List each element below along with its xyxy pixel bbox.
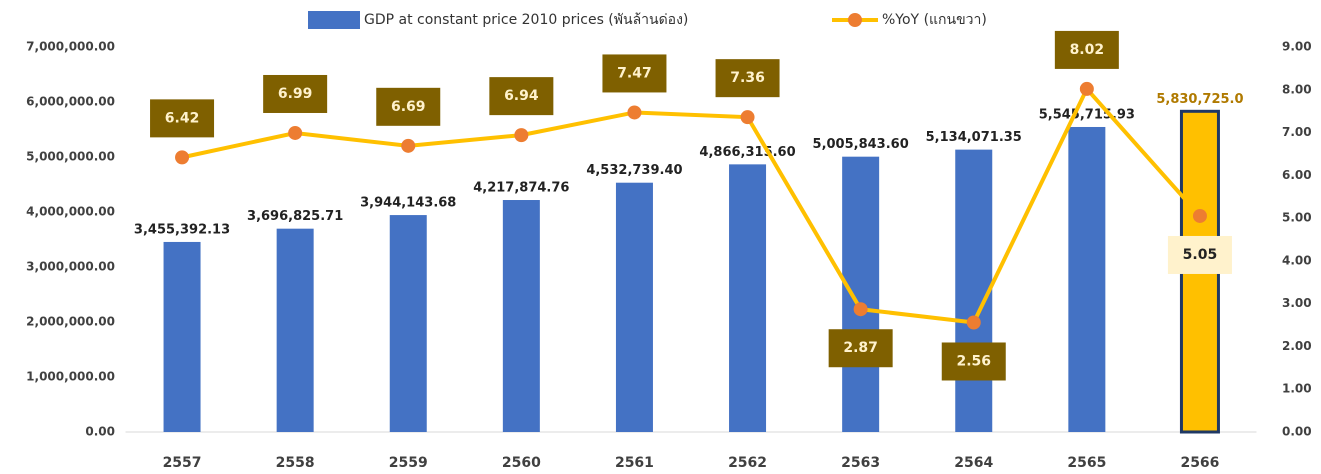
line-value-label: 5.05: [1183, 247, 1218, 263]
x-tick-label: 2563: [841, 455, 880, 471]
line-value-label: 2.87: [843, 340, 878, 356]
y-tick-label: 2,000,000.00: [26, 315, 115, 329]
bar: [616, 183, 653, 432]
x-tick-label: 2558: [276, 455, 315, 471]
bar: [164, 242, 201, 432]
bar-value-label: 5,545,715.93: [1039, 107, 1135, 122]
y-tick-label: 6,000,000.00: [26, 95, 115, 109]
y2-tick-label: 9.00: [1282, 40, 1312, 54]
bar: [729, 164, 766, 432]
bar: [390, 215, 427, 432]
y2-tick-label: 7.00: [1282, 125, 1312, 139]
line-value-label: 7.47: [617, 65, 652, 81]
x-tick-label: 2559: [389, 455, 428, 471]
legend-marker: [848, 13, 862, 27]
line-marker: [627, 105, 641, 119]
line-value-label: 6.94: [504, 88, 539, 104]
bar-value-label: 4,532,739.40: [586, 163, 682, 178]
y-tick-label: 1,000,000.00: [26, 370, 115, 384]
y2-tick-label: 0.00: [1282, 425, 1312, 439]
x-tick-label: 2557: [163, 455, 202, 471]
x-tick-label: 2562: [728, 455, 767, 471]
y2-tick-label: 2.00: [1282, 339, 1312, 353]
y2-tick-label: 3.00: [1282, 296, 1312, 310]
y-tick-label: 7,000,000.00: [26, 40, 115, 54]
x-tick-label: 2560: [502, 455, 541, 471]
line-marker: [175, 150, 189, 164]
bar-value-label: 5,830,725.0: [1156, 92, 1243, 107]
line-value-label: 8.02: [1070, 42, 1105, 58]
bar: [842, 157, 879, 432]
bar-value-label: 5,005,843.60: [813, 137, 909, 152]
legend-label: GDP at constant price 2010 prices (พันล้…: [364, 12, 688, 28]
legend-label: %YoY (แกนขวา): [882, 12, 987, 28]
y2-tick-label: 8.00: [1282, 82, 1312, 96]
line-value-label: 6.42: [165, 110, 200, 126]
bar: [955, 150, 992, 432]
line-marker: [401, 139, 415, 153]
legend-swatch: [308, 11, 360, 29]
bar: [277, 229, 314, 432]
line: [182, 89, 1200, 323]
line-value-label: 7.36: [730, 70, 765, 86]
line-marker: [854, 302, 868, 316]
bar-value-label: 4,866,315.60: [699, 145, 795, 160]
line-value-label: 2.56: [956, 353, 991, 369]
x-tick-label: 2561: [615, 455, 654, 471]
bar: [1068, 127, 1105, 432]
x-tick-label: 2564: [954, 455, 993, 471]
y2-tick-label: 5.00: [1282, 211, 1312, 225]
line-value-label: 6.69: [391, 99, 426, 115]
bar-value-label: 5,134,071.35: [926, 130, 1022, 145]
line-marker: [514, 128, 528, 142]
y-tick-label: 3,000,000.00: [26, 260, 115, 274]
line-marker: [967, 315, 981, 329]
y2-tick-label: 1.00: [1282, 382, 1312, 396]
bar-value-label: 3,944,143.68: [360, 196, 456, 211]
chart: 0.00 1,000,000.00 2,000,000.00 3,000,000.00…: [0, 0, 1321, 474]
line-marker: [1193, 209, 1207, 223]
bar-value-label: 4,217,874.76: [473, 181, 569, 196]
line-marker: [1080, 82, 1094, 96]
x-tick-label: 2566: [1180, 455, 1219, 471]
y2-tick-label: 6.00: [1282, 168, 1312, 182]
bar-value-label: 3,696,825.71: [247, 209, 343, 224]
x-tick-label: 2565: [1067, 455, 1106, 471]
bar-value-label: 3,455,392.13: [134, 222, 230, 237]
bar: [503, 200, 540, 432]
y-tick-label: 4,000,000.00: [26, 205, 115, 219]
line-marker: [288, 126, 302, 140]
line-marker: [741, 110, 755, 124]
y-tick-label: 5,000,000.00: [26, 150, 115, 164]
y2-tick-label: 4.00: [1282, 253, 1312, 267]
y-tick-label: 0.00: [85, 425, 115, 439]
line-value-label: 6.99: [278, 86, 313, 102]
